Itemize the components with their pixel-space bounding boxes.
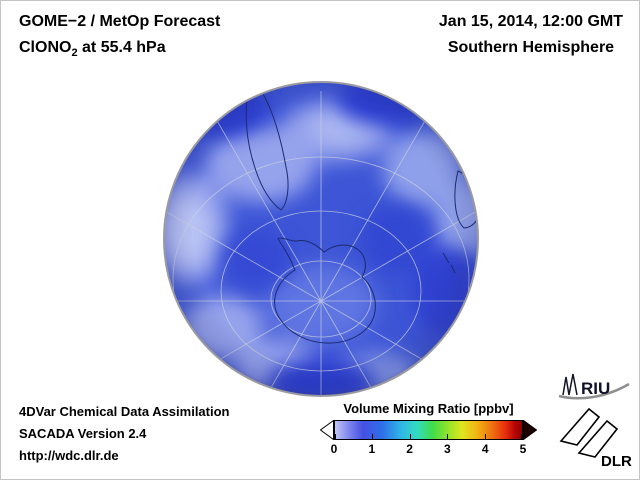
header-left: GOME−2 / MetOp Forecast ClONO2 at 55.4 h… — [19, 9, 220, 66]
colorbar-tick-labels: 0 1 2 3 4 5 — [330, 442, 527, 457]
assimilation-label: 4DVar Chemical Data Assimilation — [19, 404, 230, 419]
colorbar-tick-label: 4 — [481, 442, 489, 456]
riu-logo: RIU — [558, 373, 630, 400]
dlr-wing-icon — [577, 419, 619, 458]
dlr-wing-icon — [559, 407, 601, 446]
globe-rim — [163, 81, 479, 397]
hemisphere-label: Southern Hemisphere — [447, 39, 615, 56]
colorbar-tick-label: 0 — [330, 442, 338, 456]
species-name: ClONO — [19, 39, 72, 56]
colorbar-title: Volume Mixing Ratio [ppbv] — [343, 401, 514, 416]
colorbar-tick — [521, 434, 522, 439]
colorbar-tick — [447, 434, 449, 439]
colorbar-under-arrow — [320, 420, 334, 440]
colorbar-gradient — [334, 420, 523, 440]
pressure-level: at 55.4 hPa — [77, 39, 166, 56]
colorbar: Volume Mixing Ratio [ppbv] 0 1 2 3 4 — [320, 401, 537, 457]
colorbar-tick — [372, 434, 374, 439]
url-label: http://wdc.dlr.de — [19, 448, 119, 463]
colorbar-tick-label: 1 — [368, 442, 376, 456]
species-level-title: ClONO2 at 55.4 hPa — [19, 35, 220, 66]
colorbar-over-arrow — [523, 420, 537, 440]
product-title: GOME−2 / MetOp Forecast — [19, 13, 221, 30]
cathedral-icon — [562, 373, 578, 396]
species-subscript: 2 — [71, 47, 78, 60]
colorbar-tick-label: 2 — [406, 442, 413, 456]
riu-logo-text: RIU — [581, 379, 610, 398]
colorbar-tick — [335, 434, 336, 439]
mixing-ratio-field — [164, 82, 478, 396]
footer-left: 4DVar Chemical Data Assimilation SACADA … — [19, 401, 230, 467]
limb-shading — [164, 82, 478, 396]
dlr-logo: DLR — [559, 407, 632, 469]
datetime-label: Jan 15, 2014, 12:00 GMT — [438, 13, 623, 30]
colorbar-tick-label: 3 — [444, 442, 451, 456]
globe-map — [163, 81, 479, 397]
colorbar-tick — [409, 434, 411, 439]
colorbar-bar — [320, 420, 537, 440]
dlr-logo-text: DLR — [601, 453, 632, 469]
colorbar-tick-label: 5 — [519, 442, 527, 456]
header-right: Jan 15, 2014, 12:00 GMT Southern Hemisph… — [439, 9, 623, 61]
riu-swoosh — [558, 382, 630, 400]
colorbar-tick — [484, 434, 486, 439]
version-label: SACADA Version 2.4 — [19, 426, 147, 441]
